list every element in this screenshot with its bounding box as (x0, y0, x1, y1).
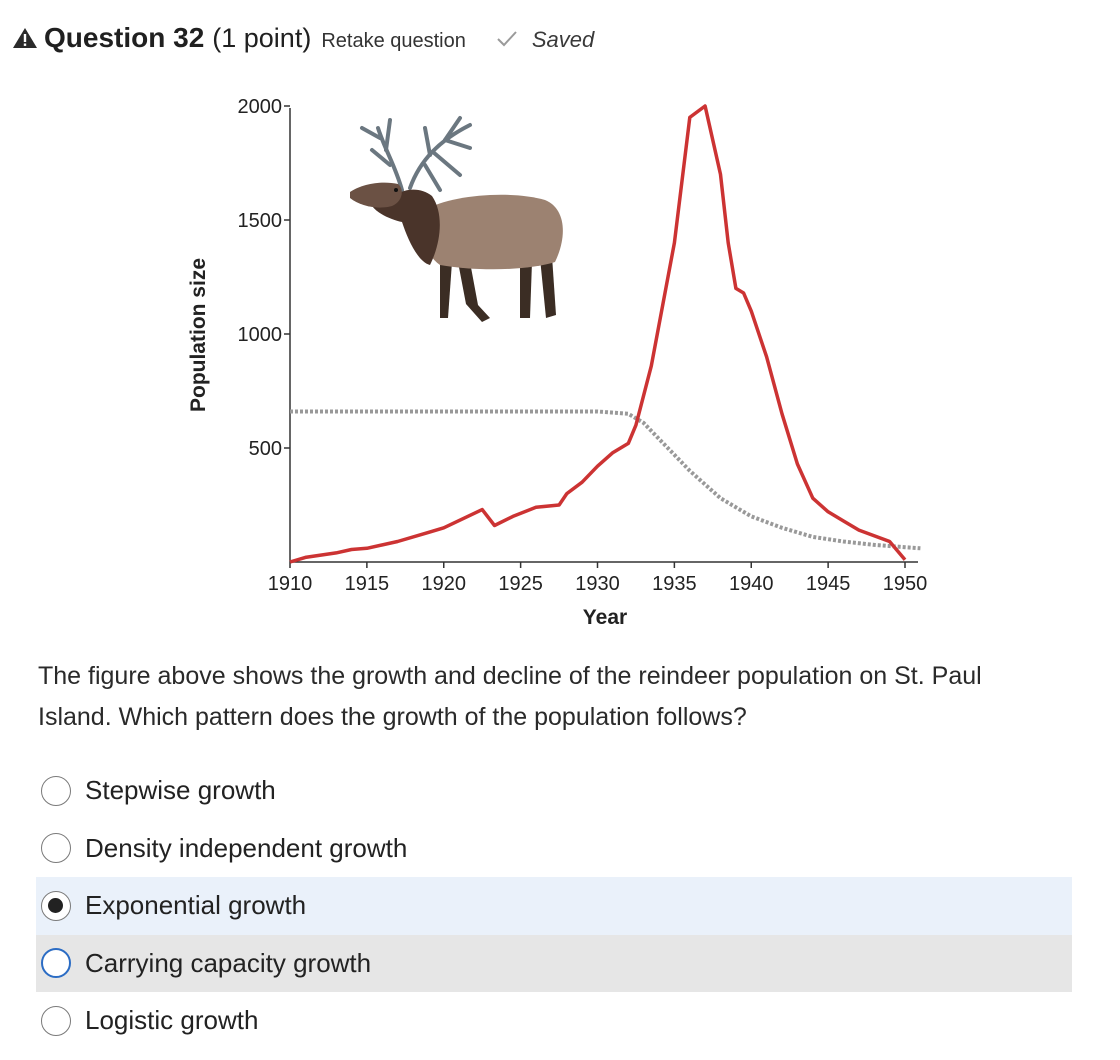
x-tick-label: 1935 (652, 573, 697, 595)
y-axis-ticks: 500 1000 1500 2000 (238, 96, 290, 460)
x-axis-label: Year (583, 606, 627, 629)
option-exponential-growth[interactable]: Exponential growth (36, 877, 1072, 935)
option-label: Density independent growth (85, 832, 408, 863)
x-tick-label: 1945 (806, 573, 851, 595)
option-label: Logistic growth (85, 1005, 259, 1036)
option-label: Stepwise growth (85, 775, 276, 806)
chart-axes (289, 108, 918, 563)
y-axis-label: Population size (187, 258, 210, 412)
checkmark-icon (497, 31, 517, 47)
population-figure: 500 1000 1500 2000 1910 1915 1920 1925 1930 1935… (187, 96, 928, 629)
x-axis-ticks: 1910 1915 1920 1925 1930 1935 1940 1945 1950 (268, 562, 928, 595)
radio-button[interactable] (41, 1005, 71, 1036)
carrying-capacity-dashed-line (290, 409, 921, 551)
x-tick-label: 1910 (268, 573, 313, 595)
retake-question-link[interactable]: Retake question (321, 30, 466, 52)
question-header: Question 32 (1 point) Retake question Sa… (12, 22, 594, 66)
x-tick-label: 1920 (422, 573, 467, 595)
option-density-independent-growth[interactable]: Density independent growth (36, 820, 1072, 878)
y-tick-label: 1000 (238, 324, 283, 346)
x-tick-label: 1940 (729, 573, 774, 595)
saved-status: Saved (531, 27, 595, 52)
option-stepwise-growth[interactable]: Stepwise growth (36, 762, 1072, 820)
option-logistic-growth[interactable]: Logistic growth (36, 992, 1072, 1050)
x-tick-label: 1915 (345, 573, 390, 595)
x-tick-label: 1930 (575, 573, 620, 595)
radio-button[interactable] (41, 833, 71, 864)
warning-icon (13, 28, 37, 48)
question-points: (1 point) (212, 23, 312, 53)
radio-button[interactable] (41, 775, 71, 806)
y-tick-label: 500 (249, 438, 282, 460)
x-tick-label: 1950 (883, 573, 928, 595)
answer-options: Stepwise growth Density independent grow… (36, 762, 1072, 1050)
elk-image (350, 116, 563, 322)
question-text: The figure above shows the growth and de… (38, 662, 982, 731)
chart-series (289, 104, 921, 564)
population-line (289, 104, 907, 564)
radio-button-selected[interactable] (41, 890, 71, 921)
x-tick-label: 1925 (498, 573, 543, 595)
y-tick-label: 1500 (238, 210, 283, 232)
question-title: Question 32 (44, 22, 205, 53)
option-label: Exponential growth (85, 890, 307, 921)
y-tick-label: 2000 (238, 96, 283, 118)
option-label: Carrying capacity growth (85, 947, 372, 978)
option-carrying-capacity-growth[interactable]: Carrying capacity growth (36, 934, 1072, 992)
population-chart: 500 1000 1500 2000 1910 1915 1920 1925 1930 1935… (187, 96, 928, 629)
radio-button[interactable] (41, 948, 71, 979)
